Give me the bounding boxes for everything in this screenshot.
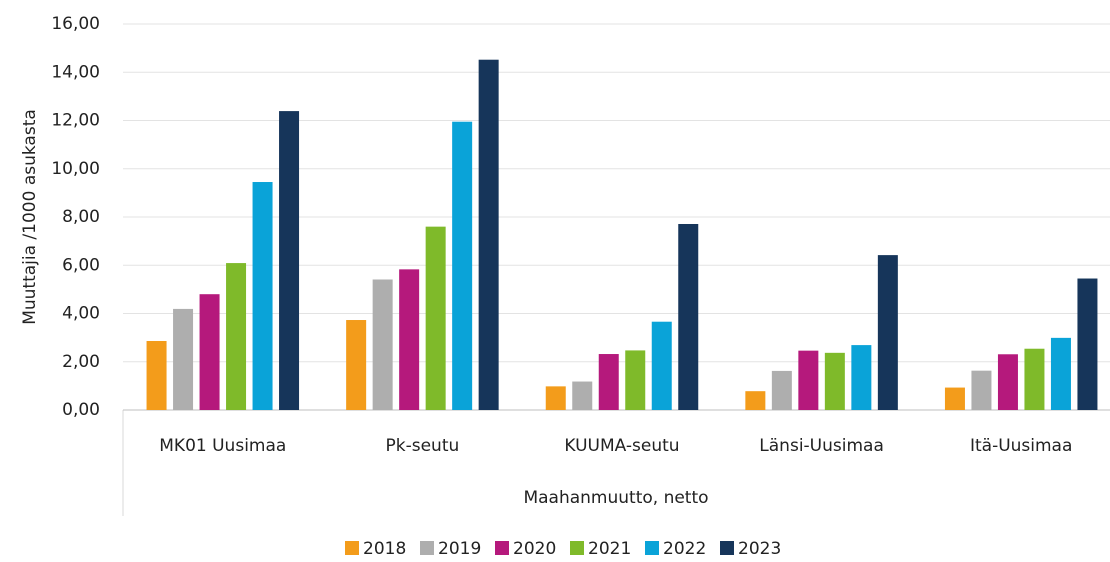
bar (452, 121, 473, 411)
x-tick-label: Länsi-Uusimaa (759, 436, 884, 456)
bar (173, 308, 194, 410)
legend-swatch (420, 541, 434, 555)
bar (1077, 278, 1098, 410)
x-axis-label: Maahanmuutto, netto (523, 488, 708, 508)
bar (572, 381, 593, 410)
bar (478, 59, 499, 411)
x-tick-label: MK01 Uusimaa (159, 436, 286, 456)
bar (651, 321, 672, 410)
bar (1024, 348, 1045, 410)
y-tick-label: 16,00 (51, 14, 100, 34)
y-tick-label: 0,00 (62, 400, 100, 420)
bar (877, 255, 898, 410)
bar (798, 350, 819, 410)
legend-swatch (720, 541, 734, 555)
bar (146, 341, 167, 410)
y-tick-label: 8,00 (62, 207, 100, 227)
bar (971, 370, 992, 410)
bar (399, 269, 420, 410)
bar (745, 391, 766, 410)
bar (346, 320, 367, 410)
y-tick-label: 12,00 (51, 111, 100, 131)
bar (944, 387, 965, 410)
x-tick-label: Pk-seutu (386, 436, 460, 456)
y-tick-label: 10,00 (51, 159, 100, 179)
legend-swatch (645, 541, 659, 555)
x-tick-label: KUUMA-seutu (564, 436, 679, 456)
x-tick-label: Itä-Uusimaa (970, 436, 1072, 456)
bar (425, 226, 446, 410)
legend-label: 2021 (588, 539, 631, 559)
bar (851, 345, 872, 410)
bar (545, 386, 566, 410)
y-axis-label: Muuttajia /1000 asukasta (20, 109, 40, 325)
bar (279, 111, 300, 410)
legend-label: 2022 (663, 539, 706, 559)
y-tick-label: 2,00 (62, 352, 100, 372)
y-tick-label: 4,00 (62, 304, 100, 324)
bar (226, 263, 247, 410)
bar (252, 182, 273, 410)
y-tick-label: 6,00 (62, 255, 100, 275)
bar (997, 354, 1018, 410)
bar (824, 352, 845, 410)
y-tick-label: 14,00 (51, 62, 100, 82)
legend-label: 2019 (438, 539, 481, 559)
legend-label: 2020 (513, 539, 556, 559)
bar (771, 370, 792, 410)
bar (1050, 337, 1071, 410)
legend-label: 2023 (738, 539, 781, 559)
bar (678, 223, 699, 410)
bar (598, 354, 619, 410)
bar (372, 279, 393, 410)
bar (625, 350, 646, 410)
bar (199, 294, 220, 410)
legend-swatch (345, 541, 359, 555)
legend-label: 2018 (363, 539, 406, 559)
legend-swatch (570, 541, 584, 555)
legend-swatch (495, 541, 509, 555)
